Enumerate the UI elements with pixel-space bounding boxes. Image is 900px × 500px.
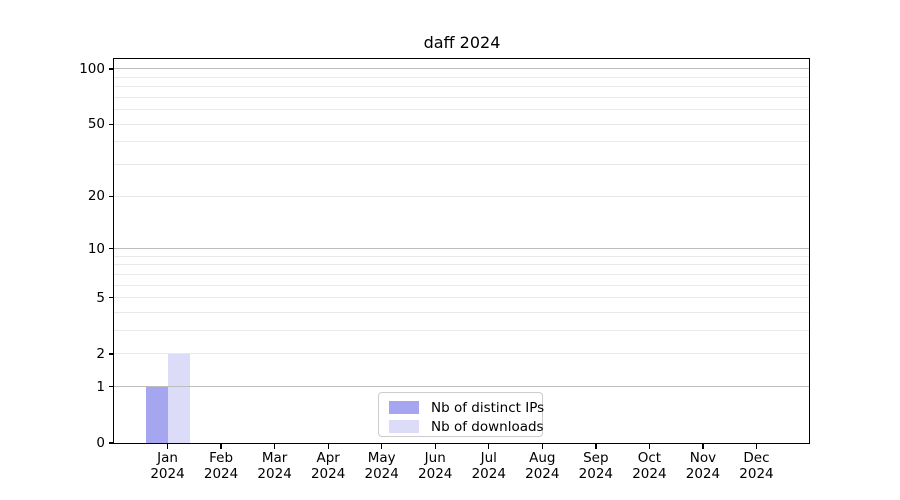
x-tick-month: Jul xyxy=(480,450,497,466)
x-tick-year: 2024 xyxy=(525,465,560,482)
x-tick-label-apr: Apr 2024 xyxy=(292,450,364,482)
x-tick-aug xyxy=(541,444,543,449)
x-tick-year: 2024 xyxy=(685,465,721,482)
legend-swatch-nb-of-downloads xyxy=(389,420,419,433)
x-tick-jun xyxy=(434,444,436,449)
x-tick-year: 2024 xyxy=(150,465,185,482)
legend: Nb of distinct IPs Nb of downloads xyxy=(378,392,545,437)
x-tick-apr xyxy=(327,444,329,449)
gridline-y-20 xyxy=(114,195,810,197)
x-tick-oct xyxy=(648,444,651,449)
y-tick-label-2: 2 xyxy=(96,345,105,362)
x-tick-year: 2024 xyxy=(310,465,346,482)
gridline-y-4 xyxy=(114,312,810,313)
x-tick-label-nov: Nov 2024 xyxy=(667,450,739,482)
legend-entry-nb-of-downloads: Nb of downloads xyxy=(389,417,544,436)
gridline-y-6 xyxy=(114,284,810,286)
x-tick-month: Oct xyxy=(637,450,662,466)
x-tick-month: Sep xyxy=(583,450,609,466)
x-tick-mar xyxy=(274,444,276,449)
gridline-y-7 xyxy=(114,273,810,275)
legend-entry-nb-of-distinct-ips: Nb of distinct IPs xyxy=(389,398,545,417)
gridline-y-70 xyxy=(114,96,810,98)
x-tick-jul xyxy=(488,444,490,449)
gridline-y-major-1 xyxy=(114,386,810,388)
x-tick-month: Apr xyxy=(316,450,340,466)
y-tick-10 xyxy=(109,247,114,250)
gridline-y-major-100 xyxy=(114,68,810,70)
x-tick-month: Mar xyxy=(261,450,288,466)
x-tick-year: 2024 xyxy=(578,465,614,482)
x-tick-sep xyxy=(595,444,597,449)
y-tick-label-100: 100 xyxy=(79,60,105,77)
x-tick-feb xyxy=(220,444,222,449)
y-tick-label-50: 50 xyxy=(87,116,105,133)
gridline-y-5 xyxy=(114,297,810,299)
bar-nb-of-downloads-jan xyxy=(167,353,190,443)
x-tick-may xyxy=(381,444,383,449)
x-tick-year: 2024 xyxy=(364,465,399,482)
x-tick-label-oct: Oct 2024 xyxy=(613,450,685,482)
x-tick-month: Nov xyxy=(689,450,717,466)
y-tick-20 xyxy=(109,195,114,197)
x-tick-label-dec: Dec 2024 xyxy=(720,450,792,482)
x-tick-year: 2024 xyxy=(632,465,667,482)
legend-label-nb-of-downloads: Nb of downloads xyxy=(431,418,544,435)
x-tick-nov xyxy=(702,444,704,449)
bar-nb-of-distinct-ips-jan xyxy=(145,386,168,443)
gridline-y-60 xyxy=(114,109,810,111)
x-tick-month: Dec xyxy=(743,450,770,466)
x-tick-month: Jun xyxy=(424,450,446,466)
x-tick-month: Jan xyxy=(157,450,178,466)
x-tick-jan xyxy=(166,444,169,449)
y-tick-label-5: 5 xyxy=(96,289,105,306)
y-tick-2 xyxy=(109,353,114,355)
x-tick-year: 2024 xyxy=(203,465,239,482)
x-tick-dec xyxy=(755,444,758,449)
x-tick-label-may: May 2024 xyxy=(346,450,418,482)
gridline-y-90 xyxy=(114,76,810,78)
x-tick-year: 2024 xyxy=(257,465,292,482)
gridline-y-2 xyxy=(114,353,810,355)
gridline-y-8 xyxy=(114,264,810,266)
x-tick-year: 2024 xyxy=(471,465,506,482)
legend-swatch-nb-of-distinct-ips xyxy=(389,401,419,414)
y-tick-0 xyxy=(109,442,114,444)
x-tick-year: 2024 xyxy=(739,465,774,482)
gridline-y-50 xyxy=(114,123,810,125)
y-tick-50 xyxy=(109,123,114,125)
x-tick-label-mar: Mar 2024 xyxy=(239,450,311,482)
x-tick-label-feb: Feb 2024 xyxy=(185,450,257,482)
y-tick-100 xyxy=(109,68,114,70)
x-tick-year: 2024 xyxy=(418,465,453,482)
x-tick-label-jul: Jul 2024 xyxy=(453,450,525,482)
chart-title: daff 2024 xyxy=(423,33,501,52)
y-tick-5 xyxy=(109,297,114,299)
x-tick-label-aug: Aug 2024 xyxy=(506,450,578,482)
y-tick-label-20: 20 xyxy=(87,188,105,205)
gridline-y-30 xyxy=(114,164,810,166)
y-tick-label-1: 1 xyxy=(96,378,105,395)
x-tick-label-jun: Jun 2024 xyxy=(399,450,471,482)
plot-area xyxy=(114,59,810,443)
legend-label-nb-of-distinct-ips: Nb of distinct IPs xyxy=(431,399,545,416)
x-tick-month: Aug xyxy=(529,450,556,466)
gridline-y-40 xyxy=(114,141,810,143)
x-tick-label-sep: Sep 2024 xyxy=(560,450,632,482)
gridline-y-major-10 xyxy=(114,248,810,250)
y-tick-label-10: 10 xyxy=(87,240,105,257)
x-tick-month: Feb xyxy=(209,450,234,466)
gridline-y-80 xyxy=(114,86,810,88)
x-tick-label-jan: Jan 2024 xyxy=(132,450,204,482)
gridline-y-9 xyxy=(114,255,810,257)
x-tick-month: May xyxy=(367,450,396,466)
y-tick-label-0: 0 xyxy=(96,435,105,451)
gridline-y-3 xyxy=(114,330,810,332)
y-tick-1 xyxy=(109,386,114,388)
